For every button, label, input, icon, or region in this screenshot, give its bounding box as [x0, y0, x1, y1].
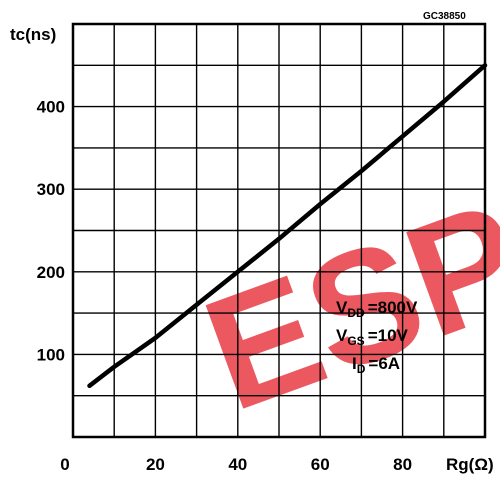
condition-id: ID =6A: [352, 354, 400, 376]
x-tick-label: 40: [228, 455, 247, 474]
y-tick-labels: 100 200 300 400: [37, 98, 65, 365]
y-axis-label: tc(ns): [10, 25, 56, 44]
x-tick-label: 60: [311, 455, 330, 474]
y-tick-label: 200: [37, 263, 65, 282]
plot-frame: [71, 22, 487, 439]
condition-vdd: VDD =800V: [336, 298, 418, 320]
x-tick-label: 0: [60, 455, 69, 474]
figure-code: GC38850: [423, 11, 466, 22]
condition-vgs: VGS =10V: [336, 326, 409, 348]
x-tick-labels: 0 20 40 60 80: [60, 455, 412, 474]
series-layer: [87, 63, 488, 389]
y-tick-label: 300: [37, 180, 65, 199]
test-conditions: VDD =800V VGS =10V ID =6A: [336, 298, 418, 376]
x-axis-label: Rg(Ω): [446, 455, 494, 474]
series-line-0: [87, 63, 488, 389]
y-tick-label: 400: [37, 98, 65, 117]
x-tick-label: 80: [393, 455, 412, 474]
x-tick-label: 20: [146, 455, 165, 474]
plot-border: [71, 22, 487, 439]
y-tick-label: 100: [37, 345, 65, 364]
grid: [73, 24, 485, 437]
